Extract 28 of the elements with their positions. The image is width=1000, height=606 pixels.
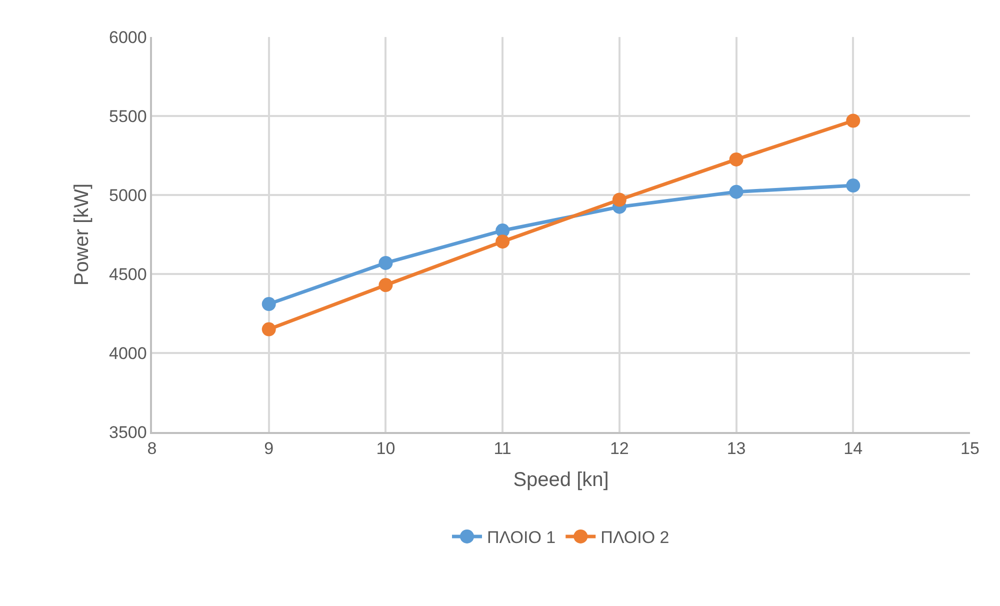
point — [729, 184, 744, 199]
y-tick-label: 4500 — [109, 264, 147, 284]
x-tick-label: 12 — [610, 439, 629, 458]
point — [378, 256, 393, 270]
y-tick-label: 5000 — [109, 186, 147, 205]
point — [612, 192, 626, 207]
y-tick-label: 6000 — [109, 28, 147, 47]
legend-label: ΠΛΟΙΟ 2 — [600, 528, 670, 548]
y-tick-label: 5500 — [109, 106, 147, 126]
x-axis-title: Speed [kn] — [513, 469, 609, 492]
y-axis-title: Power [kW] — [71, 183, 94, 286]
x-tick-label: 14 — [844, 439, 863, 458]
x-tick-label: 11 — [494, 439, 512, 458]
point — [846, 178, 860, 193]
point — [378, 278, 393, 292]
point — [846, 114, 860, 128]
legend-label: ΠΛΟΙΟ 1 — [487, 528, 556, 548]
point — [262, 322, 276, 336]
x-tick-label: 13 — [726, 439, 746, 458]
x-tick-label: 10 — [376, 439, 396, 458]
point — [262, 297, 276, 312]
x-tick-label: 8 — [147, 439, 157, 458]
y-tick-label: 4000 — [109, 344, 147, 363]
y-tick-label: 3500 — [109, 422, 147, 442]
x-tick-label: 9 — [264, 439, 274, 458]
point — [496, 234, 510, 249]
x-tick-label: 15 — [960, 439, 980, 458]
point — [729, 152, 744, 166]
